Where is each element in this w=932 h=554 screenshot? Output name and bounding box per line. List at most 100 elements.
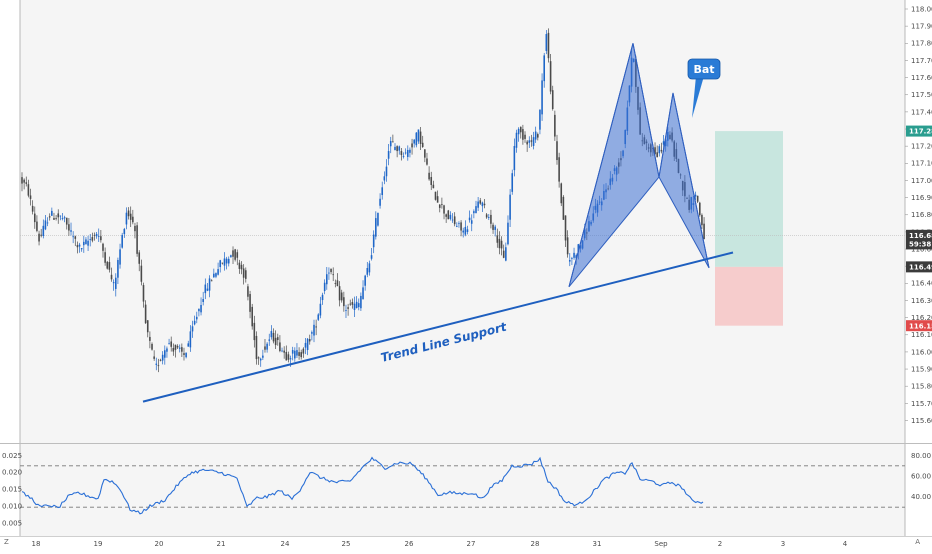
candle[interactable]	[436, 190, 439, 203]
candle[interactable]	[432, 180, 435, 189]
candle[interactable]	[132, 209, 134, 225]
candle[interactable]	[321, 292, 324, 305]
candle[interactable]	[571, 256, 573, 265]
candle[interactable]	[462, 227, 465, 238]
candle[interactable]	[223, 252, 226, 271]
candle[interactable]	[703, 217, 705, 240]
candle[interactable]	[168, 338, 170, 345]
candle[interactable]	[554, 110, 556, 141]
candle[interactable]	[473, 209, 475, 219]
candle[interactable]	[170, 336, 173, 352]
candle[interactable]	[251, 303, 253, 330]
candle[interactable]	[396, 145, 398, 158]
oscillator-line[interactable]	[21, 456, 704, 515]
candle[interactable]	[660, 142, 663, 154]
candle[interactable]	[110, 267, 113, 282]
candle[interactable]	[360, 292, 362, 312]
candle[interactable]	[357, 298, 360, 311]
candle[interactable]	[460, 220, 462, 237]
candle[interactable]	[330, 268, 332, 275]
candle[interactable]	[221, 262, 224, 265]
candle[interactable]	[204, 278, 207, 300]
candle[interactable]	[21, 172, 23, 192]
candle[interactable]	[102, 242, 104, 258]
candle[interactable]	[164, 345, 166, 365]
candle[interactable]	[262, 349, 264, 361]
candle[interactable]	[355, 296, 358, 309]
candle[interactable]	[451, 213, 454, 223]
candle[interactable]	[551, 85, 554, 111]
candle[interactable]	[419, 127, 422, 150]
candle[interactable]	[421, 135, 424, 148]
candle[interactable]	[377, 212, 379, 227]
candle[interactable]	[259, 357, 262, 367]
candle[interactable]	[490, 209, 492, 229]
candle[interactable]	[560, 182, 563, 207]
candle[interactable]	[417, 129, 420, 144]
candle[interactable]	[91, 232, 94, 243]
candle[interactable]	[315, 319, 317, 336]
candle[interactable]	[274, 330, 277, 350]
candle[interactable]	[524, 131, 526, 143]
candle[interactable]	[545, 30, 548, 55]
candle[interactable]	[31, 200, 34, 215]
candle[interactable]	[36, 215, 38, 233]
candle[interactable]	[573, 247, 575, 260]
candle[interactable]	[119, 243, 121, 269]
candle[interactable]	[332, 267, 334, 282]
candle[interactable]	[394, 143, 396, 151]
candle[interactable]	[57, 209, 60, 224]
candle[interactable]	[198, 308, 200, 317]
candle[interactable]	[245, 267, 247, 283]
candle[interactable]	[387, 143, 390, 166]
candle[interactable]	[255, 331, 258, 365]
candle[interactable]	[447, 209, 450, 220]
candle[interactable]	[291, 346, 294, 361]
candle[interactable]	[89, 234, 92, 247]
candle[interactable]	[500, 236, 503, 256]
candle[interactable]	[445, 213, 447, 223]
candle[interactable]	[434, 191, 437, 201]
candle[interactable]	[556, 134, 558, 165]
candle[interactable]	[129, 206, 132, 228]
position-loss-zone[interactable]	[715, 266, 783, 326]
candle[interactable]	[25, 176, 28, 187]
candle[interactable]	[340, 289, 343, 303]
candle[interactable]	[195, 311, 198, 324]
candle[interactable]	[238, 259, 241, 274]
candle[interactable]	[29, 188, 32, 206]
candle[interactable]	[568, 253, 571, 267]
candle[interactable]	[507, 215, 509, 246]
candle[interactable]	[100, 230, 102, 243]
candle[interactable]	[142, 282, 145, 308]
candle[interactable]	[345, 304, 347, 318]
candle[interactable]	[144, 300, 147, 324]
candle[interactable]	[558, 152, 560, 188]
candle[interactable]	[149, 331, 151, 349]
candle[interactable]	[424, 149, 426, 163]
candle[interactable]	[547, 28, 550, 63]
candle[interactable]	[334, 279, 337, 288]
candle[interactable]	[181, 343, 183, 357]
candle[interactable]	[458, 221, 460, 228]
candle[interactable]	[511, 169, 514, 195]
candle[interactable]	[172, 343, 175, 356]
candle[interactable]	[496, 228, 499, 248]
candle[interactable]	[266, 342, 268, 353]
candle[interactable]	[70, 222, 72, 236]
candle[interactable]	[294, 347, 296, 362]
bat-callout[interactable]: Bat	[687, 58, 721, 118]
candle[interactable]	[40, 228, 42, 238]
candle[interactable]	[477, 197, 479, 211]
candle[interactable]	[347, 303, 349, 316]
candle[interactable]	[328, 267, 330, 280]
candle[interactable]	[509, 189, 511, 227]
candle[interactable]	[409, 147, 411, 158]
candle[interactable]	[372, 230, 375, 254]
candle[interactable]	[530, 134, 533, 147]
candle[interactable]	[23, 178, 25, 190]
candle[interactable]	[117, 257, 119, 285]
candle[interactable]	[219, 259, 222, 273]
